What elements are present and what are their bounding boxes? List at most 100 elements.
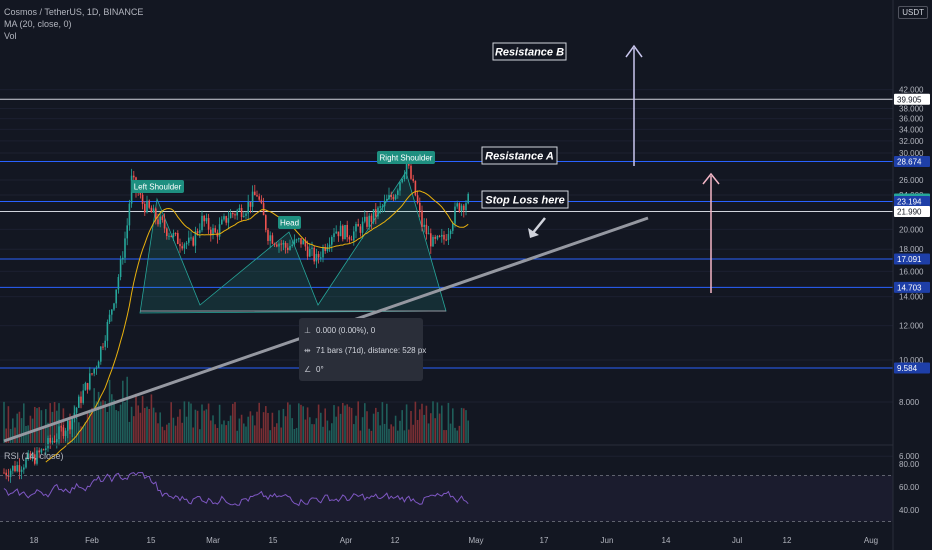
candle-body [42,449,45,451]
candle-body [414,180,417,196]
candle-body [399,182,401,191]
candle-body [16,465,18,472]
volume-bar [346,404,348,443]
volume-bar [339,413,342,443]
volume-bar [223,420,225,443]
candle-body [412,178,414,181]
time-axis-tick: 15 [147,536,156,545]
volume-bar [383,423,386,443]
candlesticks [3,155,469,483]
candle-body [122,257,124,260]
candle-body [304,240,307,247]
candle-body [438,235,441,237]
candle-body [174,233,177,235]
candle-body [56,439,58,442]
candle-body [29,453,32,459]
volume-bar [130,406,133,443]
volume-bar [289,404,291,443]
volume-bar [293,428,296,443]
candle-body [227,218,230,223]
volume-bar [207,403,210,443]
candle-body [45,448,47,451]
candle-body [276,244,278,247]
volume-bar [183,401,186,443]
stop-loss-pointer-arrow[interactable] [531,217,546,235]
rsi-legend[interactable]: RSI (14, close) [4,451,64,461]
candle-body [267,229,269,241]
volume-bar [392,426,395,443]
volume-bar [201,404,203,443]
rsi-panel [0,472,893,522]
volume-bar [172,417,175,443]
candle-body [328,244,331,248]
volume-bar [300,404,302,443]
volume-bar [234,402,236,443]
candle-body [344,224,346,240]
candle-body [23,467,25,470]
volume-bar [302,406,304,443]
volume-bar [18,411,21,443]
candle-body [203,215,205,222]
volume-bar [159,412,161,443]
volume-bar [419,409,421,443]
candle-body [326,247,329,251]
ma-legend[interactable]: MA (20, close, 0) [4,19,72,29]
candle-body [84,383,87,391]
stop-loss-pointer-head [528,228,539,238]
time-axis-tick: 17 [540,536,549,545]
candle-body [302,240,304,245]
volume-bar [23,403,25,443]
candle-body [51,440,54,443]
volume-bar [291,418,293,443]
volume-bar [196,410,199,443]
candle-body [379,206,381,208]
candle-body [89,373,91,390]
volume-bar [445,430,447,443]
candle-body [282,242,285,245]
candle-body [170,235,172,237]
volume-bar [326,420,329,443]
volume-bar [150,394,153,443]
candle-body [337,231,340,237]
candle-body [254,191,256,196]
volume-bar [320,412,322,443]
volume-bar [9,428,12,443]
volume-bar [243,423,245,443]
volume-bar [93,388,95,443]
volume-bar [152,407,155,443]
volume-bar [337,406,340,443]
candle-body [212,228,214,236]
candle-body [423,224,425,227]
candle-body [93,368,95,374]
currency-badge[interactable]: USDT [898,6,928,19]
volume-bar [104,401,106,443]
candle-body [456,203,458,207]
candle-body [375,209,377,217]
volume-bar [108,379,111,443]
candle-body [12,465,14,471]
candle-body [366,216,368,227]
volume-bar [276,423,278,443]
pattern-shape [139,171,447,314]
candle-body [405,162,408,175]
candle-body [166,228,168,236]
volume-legend[interactable]: Vol [4,31,17,41]
volume-bar [86,411,89,443]
volume-bar [460,407,463,443]
volume-bar [181,422,183,443]
candle-body [218,224,221,237]
volume-bar [214,424,216,443]
volume-bar [309,417,311,443]
rsi-line [3,472,469,507]
candle-body [313,247,315,262]
volume-bar [157,423,159,443]
candle-body [172,233,175,237]
candle-body [3,472,5,474]
symbol-legend[interactable]: Cosmos / TetherUS, 1D, BINANCE [4,7,144,17]
volume-bar [245,426,247,443]
candle-body [152,208,155,213]
volume-bar [313,424,315,443]
volume-bar [247,416,249,443]
volume-bar [5,428,7,443]
